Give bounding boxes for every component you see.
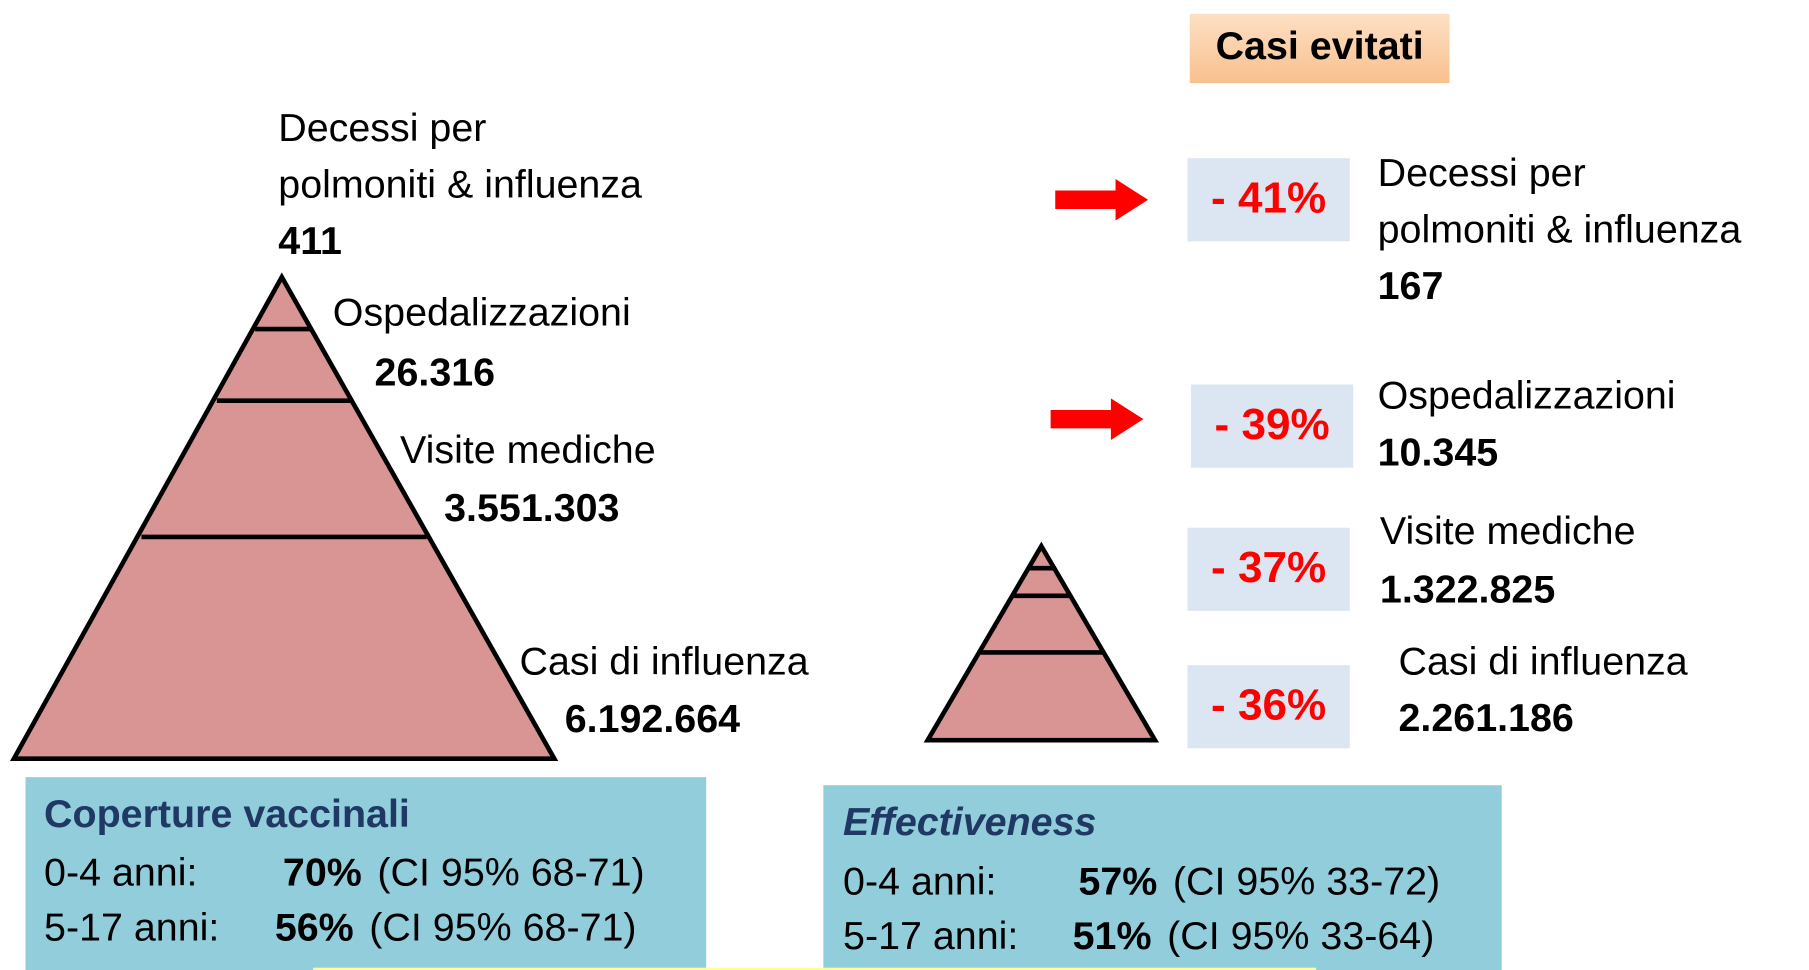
coverage-box xyxy=(25,777,707,970)
age: 0-4 anni: xyxy=(44,851,197,895)
level-value: 1.322.825 xyxy=(1380,568,1555,612)
level-label: polmoniti & influenza xyxy=(1378,208,1742,252)
box-row: 0-4 anni: 57% (CI 95% 33-72) xyxy=(843,860,1440,904)
reduction: - 39% xyxy=(1215,400,1330,449)
level-value: 26.316 xyxy=(375,351,496,395)
level-label: polmoniti & influenza xyxy=(278,163,642,207)
level-label: Visite mediche xyxy=(1380,509,1636,553)
rate: 56% xyxy=(275,906,354,950)
box-row: 5-17 anni: 51% (CI 95% 33-64) xyxy=(843,914,1434,958)
rate: 51% xyxy=(1073,914,1152,958)
rate: 57% xyxy=(1078,860,1157,904)
header-text: Casi evitati xyxy=(1216,24,1424,68)
bottom-box xyxy=(313,967,1317,970)
level-value: 167 xyxy=(1378,264,1444,308)
level-value: 3.551.303 xyxy=(444,486,619,530)
level-label: Visite mediche xyxy=(400,428,656,472)
age: 5-17 anni: xyxy=(44,906,219,950)
ci: (CI 95% 68-71) xyxy=(369,906,636,950)
header-box xyxy=(1189,13,1450,84)
level-value: 2.261.186 xyxy=(1398,696,1573,740)
reduction-box xyxy=(1190,384,1354,468)
pyramid-shape xyxy=(9,272,559,761)
level-label: Decessi per xyxy=(278,106,486,150)
level-label: Decessi per xyxy=(1378,151,1586,195)
level-label: Casi di influenza xyxy=(1398,639,1687,683)
ci: (CI 95% 68-71) xyxy=(377,851,644,895)
ci: (CI 95% 33-64) xyxy=(1167,914,1434,958)
reduction: - 37% xyxy=(1211,543,1326,592)
reduction-box xyxy=(1187,158,1350,242)
pyramid-shape xyxy=(923,541,1160,743)
level-value: 10.345 xyxy=(1378,430,1499,474)
ci: (CI 95% 33-72) xyxy=(1173,860,1440,904)
right-pyramid xyxy=(923,541,1160,743)
level-label: Casi di influenza xyxy=(520,639,809,683)
age: 0-4 anni: xyxy=(843,860,996,904)
reduction-box xyxy=(1187,527,1350,611)
reduction: - 36% xyxy=(1211,681,1326,730)
arrow xyxy=(1055,178,1149,221)
level-label: Ospedalizzazioni xyxy=(333,291,631,335)
box-title: Coperture vaccinali xyxy=(44,792,410,836)
box-row: 5-17 anni: 56% (CI 95% 68-71) xyxy=(44,906,636,950)
level-value: 411 xyxy=(278,219,342,263)
reduction-box xyxy=(1187,665,1350,749)
left-pyramid xyxy=(9,272,559,761)
level-value: 6.192.664 xyxy=(565,697,740,741)
level-label: Ospedalizzazioni xyxy=(1378,374,1676,418)
reduction: - 41% xyxy=(1211,174,1326,223)
box-row: 0-4 anni: 70% (CI 95% 68-71) xyxy=(44,851,645,895)
effectiveness-box xyxy=(823,785,1502,970)
arrow xyxy=(1050,398,1144,440)
box-title: Effectiveness xyxy=(843,800,1096,844)
rate: 70% xyxy=(283,851,362,895)
age: 5-17 anni: xyxy=(843,914,1018,958)
